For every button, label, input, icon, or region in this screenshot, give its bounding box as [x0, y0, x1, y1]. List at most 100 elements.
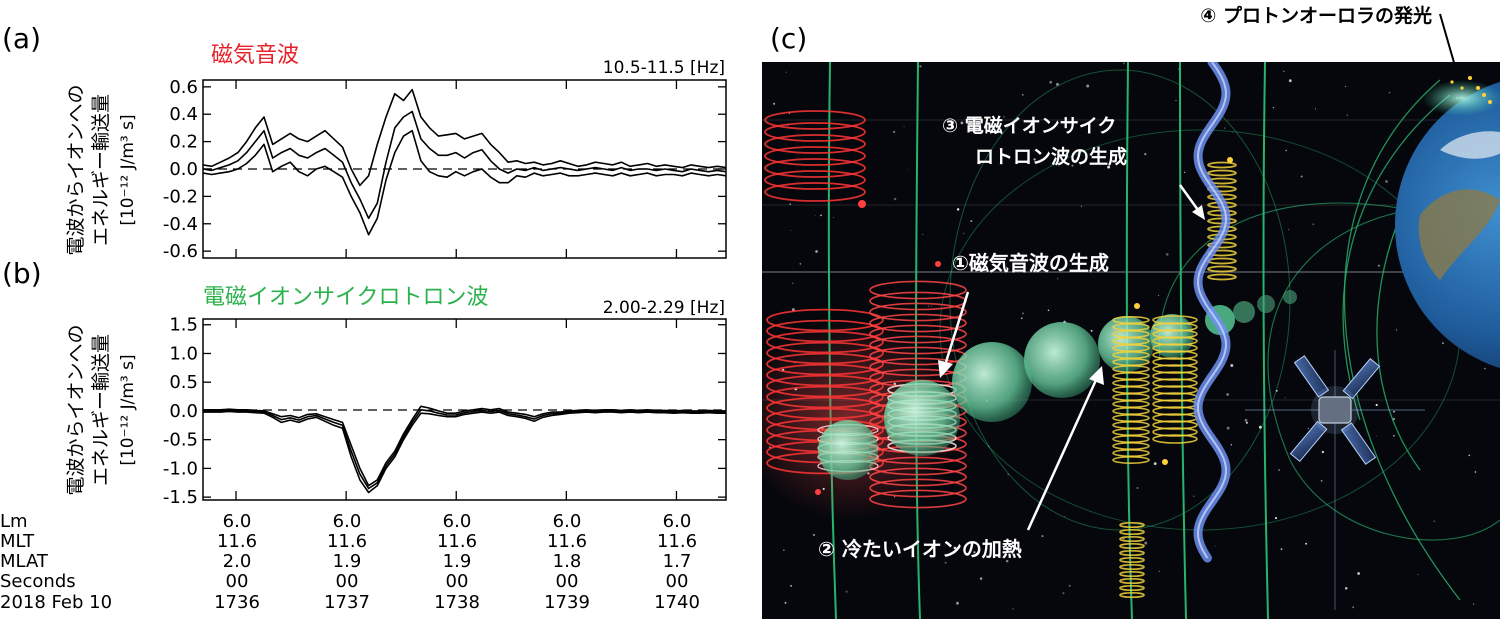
- panel-b-ylabel-unit: [10⁻¹² J/m³ s]: [118, 354, 138, 465]
- red-helix-ring: [869, 467, 967, 487]
- emic-helix-ring: [1152, 378, 1198, 388]
- col1-time: 1736: [214, 592, 260, 613]
- callout-3: ③ 電磁イオンサイク ロトロン波の生成: [942, 114, 1205, 220]
- emic-helix-ring: [1152, 434, 1198, 444]
- red-helix-ring: [764, 110, 866, 130]
- star: [979, 577, 983, 580]
- star: [1284, 397, 1286, 399]
- panel-b-ylabel-line2: エネルギー輸送量: [90, 334, 112, 486]
- col4-mlat: 1.8: [553, 551, 582, 572]
- star: [1086, 84, 1090, 88]
- emic-helix-ring: [1152, 420, 1198, 430]
- star: [903, 126, 905, 128]
- emic-helix-ring: [1152, 336, 1198, 346]
- star: [1041, 535, 1044, 538]
- star: [1136, 487, 1139, 489]
- star: [1300, 175, 1303, 178]
- row-label-mlat: MLAT: [0, 551, 49, 572]
- callout-3-line2: ロトロン波の生成: [975, 145, 1127, 168]
- star: [1283, 70, 1285, 73]
- red-helix-ring: [766, 319, 884, 343]
- star: [919, 65, 922, 68]
- star: [814, 215, 816, 216]
- red-helix-ring: [764, 146, 866, 166]
- star: [953, 546, 957, 550]
- star: [1441, 342, 1445, 345]
- emic-helix-ring: [1119, 584, 1145, 591]
- red-helix-ring: [764, 158, 866, 178]
- star: [1385, 180, 1388, 183]
- star: [1346, 114, 1349, 117]
- emic-helix-ring: [1119, 542, 1145, 549]
- star: [785, 71, 787, 73]
- star: [1214, 545, 1216, 547]
- star: [1378, 264, 1380, 267]
- star: [1468, 454, 1471, 457]
- emic-helix-ring: [1152, 371, 1198, 381]
- col5-time: 1740: [654, 592, 700, 613]
- star: [960, 121, 964, 125]
- star: [1375, 435, 1377, 437]
- star: [783, 549, 785, 551]
- panel-b: (b) 電磁イオンサイクロトロン波 2.00-2.29 [Hz] 電波からイオン…: [2, 257, 788, 508]
- panel-b-label: (b): [2, 257, 42, 290]
- star: [1021, 312, 1025, 315]
- emic-helix-ring: [1152, 357, 1198, 367]
- emic-wave-helices: [1112, 161, 1237, 598]
- blue-wave-highlight: [1196, 62, 1228, 559]
- emic-helix-ring: [1119, 577, 1145, 584]
- star: [1352, 606, 1355, 609]
- star: [1280, 548, 1283, 550]
- callout-1-arrow: [944, 291, 970, 363]
- emic-helix-ring: [1207, 169, 1237, 177]
- star: [1278, 469, 1280, 471]
- star: [1388, 91, 1391, 94]
- star: [845, 590, 848, 593]
- panel-b-title: 電磁イオンサイクロトロン波: [203, 285, 489, 310]
- star: [1123, 62, 1125, 65]
- star: [1183, 171, 1186, 173]
- emic-helix-ring: [1152, 385, 1198, 395]
- magnetosphere-illustration: ③ 電磁イオンサイク ロトロン波の生成 ①磁気音波の生成 ② 冷たいイオンの加熱: [762, 62, 1500, 619]
- col1-mlt: 11.6: [217, 531, 257, 552]
- star: [1049, 80, 1053, 84]
- red-helix-ring: [869, 302, 967, 322]
- series-line-3: [203, 129, 726, 236]
- series-line-2: [203, 409, 726, 490]
- earth-landmass: [1418, 189, 1500, 280]
- star: [1057, 278, 1059, 280]
- satellite-icon: [1245, 350, 1425, 610]
- red-helix-ring: [869, 324, 967, 344]
- y-tick-label: -0.6: [163, 241, 198, 262]
- y-tick-label: 0.0: [169, 159, 198, 180]
- star: [1244, 419, 1248, 422]
- star: [1005, 559, 1009, 563]
- col2-time: 1737: [324, 592, 370, 613]
- star: [1230, 444, 1232, 446]
- col3-mlt: 11.6: [437, 531, 477, 552]
- red-helix-ring: [869, 489, 967, 509]
- star: [1068, 584, 1071, 587]
- star: [1122, 537, 1125, 540]
- earth-illustration: [1395, 76, 1500, 369]
- red-helix-ring: [764, 170, 866, 190]
- panel-a: (a) 磁気音波 10.5-11.5 [Hz] 電波からイオンへの エネルギー輸…: [2, 22, 788, 262]
- panel-b-y-ticks: 1.5 1.0 0.5 0.0 -0.5 -1.0 -1.5: [163, 315, 726, 508]
- red-helix-ring: [766, 407, 884, 431]
- red-particle: [815, 489, 821, 495]
- star: [1012, 608, 1014, 610]
- panel-a-y-ticks: 0.6 0.4 0.2 0.0 -0.2 -0.4 -0.6: [163, 77, 726, 262]
- star: [1245, 421, 1248, 424]
- red-helix-ring: [764, 182, 866, 202]
- star: [1056, 82, 1059, 86]
- panel-a-series: [203, 88, 726, 236]
- star: [1417, 573, 1419, 575]
- star: [1107, 165, 1111, 169]
- star: [815, 250, 818, 253]
- emic-helix-ring: [1207, 265, 1237, 273]
- emic-helix-ring: [1152, 343, 1198, 353]
- y-tick-label: -1.0: [163, 458, 198, 479]
- emic-helix-ring: [1152, 364, 1198, 374]
- star: [1258, 425, 1262, 429]
- star: [907, 169, 909, 171]
